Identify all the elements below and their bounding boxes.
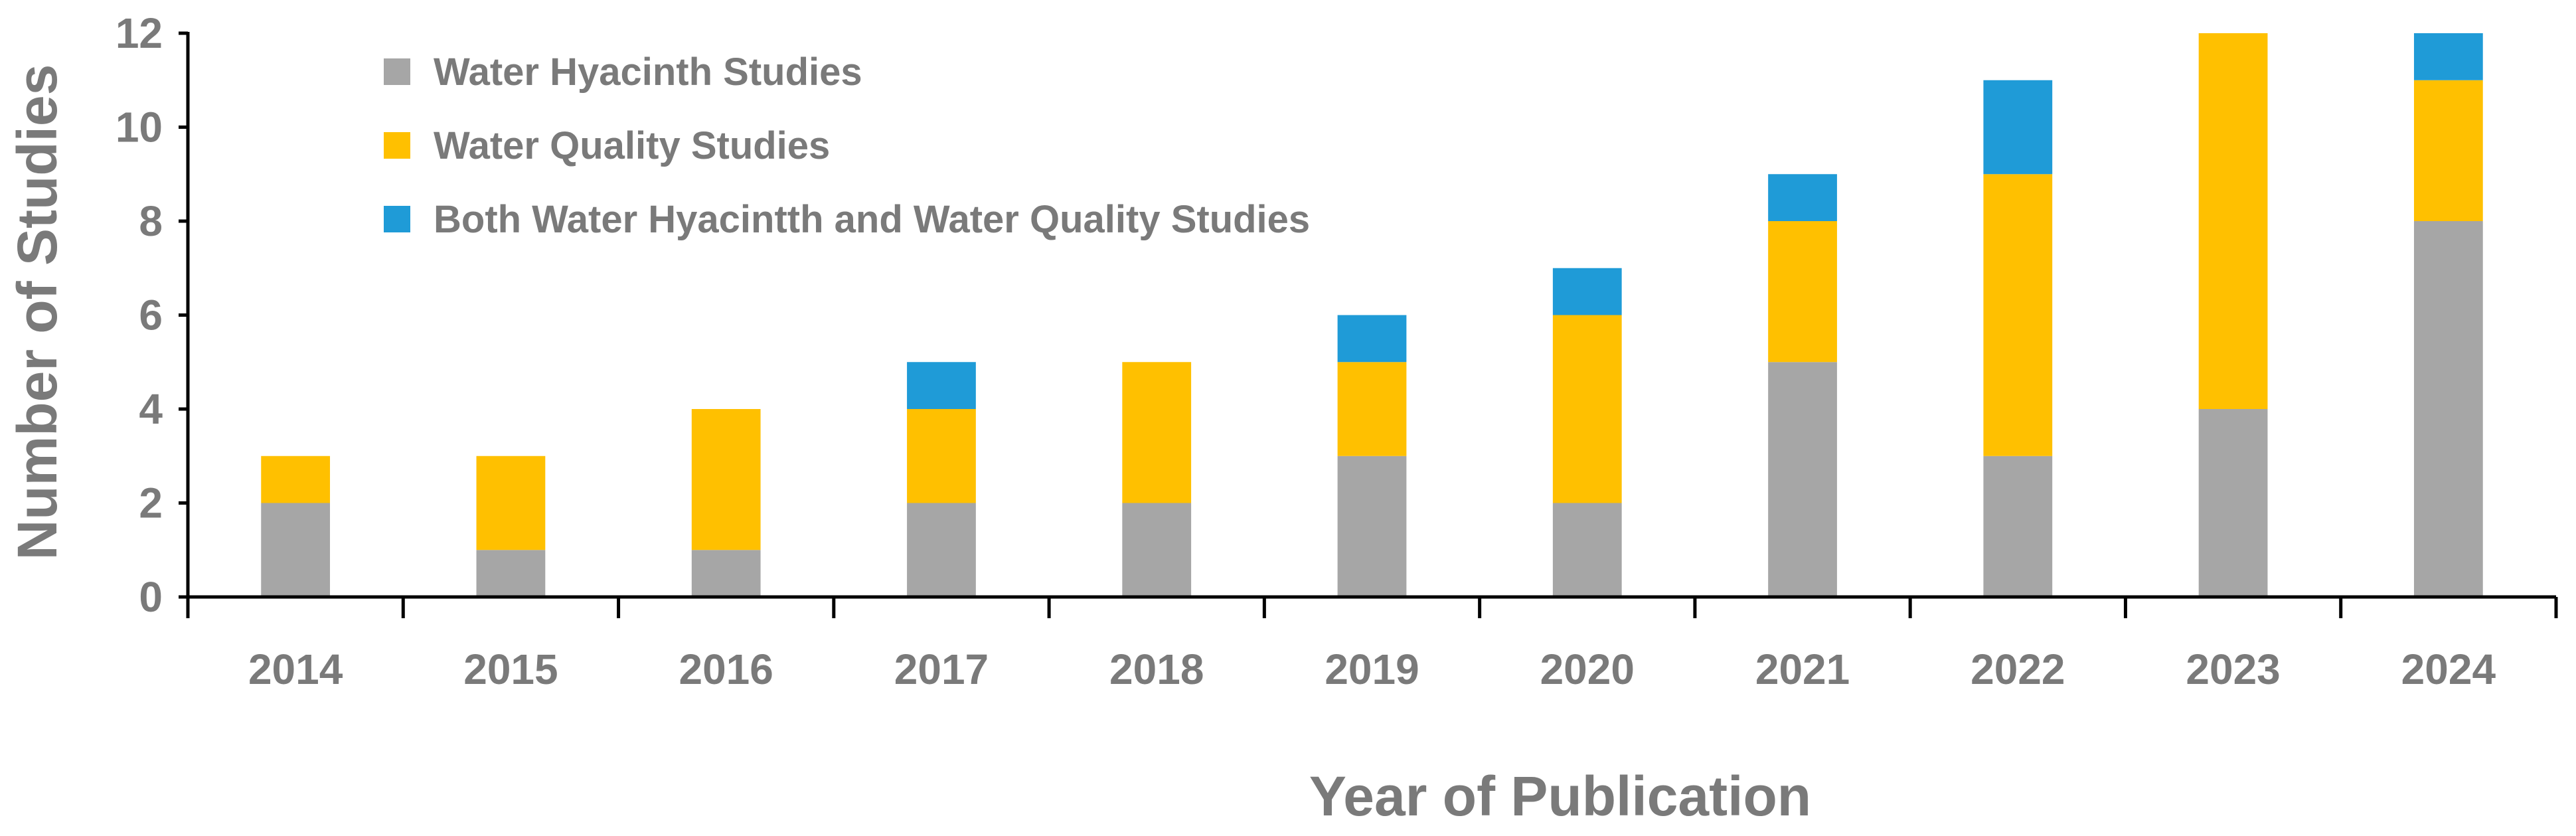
- bar-2017-series-1: [907, 503, 976, 597]
- y-tick-label: 4: [139, 385, 163, 433]
- x-tick-label: 2017: [894, 645, 989, 693]
- bar-2019-series-2: [1337, 362, 1407, 456]
- bar-2019-series-3: [1337, 315, 1407, 363]
- x-tick-label: 2014: [248, 645, 343, 693]
- bar-2014-series-2: [261, 456, 331, 503]
- legend-swatch-2: [384, 132, 410, 159]
- bar-2020-series-2: [1552, 315, 1622, 503]
- bar-2018-series-1: [1122, 503, 1192, 597]
- bar-2024-series-3: [2413, 33, 2483, 80]
- bar-2022-series-1: [1983, 456, 2053, 597]
- bar-2018-series-2: [1122, 362, 1192, 503]
- bar-2022-series-2: [1983, 174, 2053, 456]
- x-axis-title: Year of Publication: [1309, 765, 1811, 827]
- bar-2015-series-1: [476, 550, 546, 597]
- legend-swatch-1: [384, 58, 410, 85]
- bar-2023-series-2: [2198, 33, 2268, 409]
- x-tick-labels: 2014 2015 2016 2017 2018 2019 2020 2021 2022 2023…: [186, 597, 2558, 693]
- bar-2020-series-3: [1552, 268, 1622, 315]
- legend-label-3: Both Water Hyacintth and Water Quality S…: [434, 198, 1310, 241]
- x-tick-label: 2016: [679, 645, 773, 693]
- bar-2019-series-1: [1337, 456, 1407, 597]
- bar-2017-series-2: [907, 409, 976, 503]
- bars-layer: [261, 33, 2483, 597]
- legend-label-2: Water Quality Studies: [434, 124, 830, 167]
- bar-2021-series-1: [1768, 362, 1837, 597]
- bar-2022-series-3: [1983, 80, 2053, 175]
- y-tick-label: 10: [116, 104, 163, 151]
- bar-2024-series-1: [2413, 221, 2483, 597]
- y-tick-label: 6: [139, 292, 163, 339]
- bar-2014-series-1: [261, 503, 331, 597]
- bar-2021-series-3: [1768, 174, 1837, 221]
- bar-2024-series-2: [2413, 80, 2483, 221]
- y-tick-label: 0: [139, 573, 163, 621]
- bar-2015-series-2: [476, 456, 546, 550]
- legend: Water Hyacinth Studies Water Quality Stud…: [384, 50, 1310, 241]
- y-axis-title: Number of Studies: [6, 64, 68, 560]
- x-tick-label: 2020: [1540, 645, 1635, 693]
- x-tick-label: 2019: [1325, 645, 1419, 693]
- bar-2016-series-2: [691, 409, 761, 550]
- x-tick-label: 2022: [1971, 645, 2065, 693]
- bar-2020-series-1: [1552, 503, 1622, 597]
- y-tick-label: 12: [116, 9, 163, 57]
- x-tick-label: 2021: [1755, 645, 1850, 693]
- legend-label-1: Water Hyacinth Studies: [434, 50, 862, 94]
- bar-2016-series-1: [691, 550, 761, 597]
- y-tick-label: 2: [139, 479, 163, 527]
- bar-2017-series-3: [907, 362, 976, 409]
- y-tick-labels: 0 2 4 6 8 10 12: [116, 9, 188, 621]
- x-tick-label: 2023: [2186, 645, 2280, 693]
- x-tick-label: 2015: [463, 645, 558, 693]
- bar-2023-series-1: [2198, 409, 2268, 597]
- y-tick-label: 8: [139, 197, 163, 245]
- x-tick-label: 2018: [1109, 645, 1204, 693]
- bar-2021-series-2: [1768, 221, 1837, 363]
- legend-swatch-3: [384, 206, 410, 232]
- x-tick-label: 2024: [2401, 645, 2496, 693]
